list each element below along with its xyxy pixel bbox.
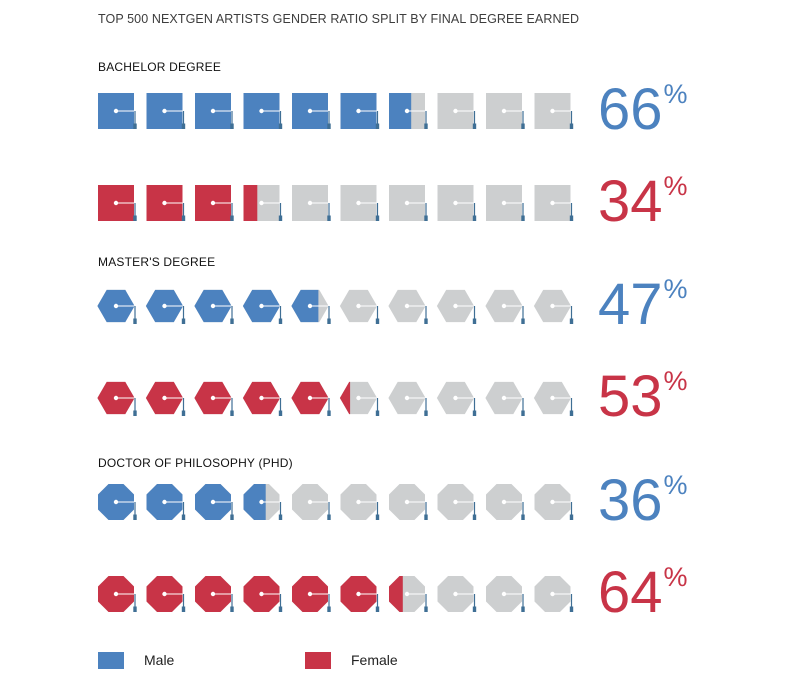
percent-label-1-male: 47% [598,272,688,337]
octagon-mortarboard-icon [243,484,283,520]
hexagon-mortarboard-icon [436,381,477,416]
square-mortarboard-icon [98,93,137,129]
percent-label-0-male: 66% [598,77,688,142]
hexagon-mortarboard-icon [533,381,574,416]
octagon-mortarboard-icon [292,576,331,612]
octagon-mortarboard-icon [437,576,477,612]
legend-swatch-female [305,651,331,669]
octagon-mortarboard-icon [486,484,525,520]
octagon-mortarboard-icon [534,484,574,520]
hexagon-mortarboard-icon [388,381,428,416]
icon-row-1-female [97,381,574,416]
icon-row-2-male [98,484,574,520]
icon-row-1-male [97,289,574,324]
octagon-mortarboard-icon [195,576,234,612]
group-label-bachelor: BACHELOR DEGREE [98,60,222,74]
legend-label-female: Female [351,652,398,668]
percent-label-1-female: 53% [598,364,688,429]
percent-label-2-female: 64% [598,560,688,625]
square-mortarboard-icon [292,185,331,221]
percent-label-0-female: 34% [598,169,688,234]
octagon-mortarboard-icon [98,484,137,520]
hexagon-mortarboard-icon [388,289,428,324]
square-mortarboard-icon [98,185,137,221]
hexagon-mortarboard-icon [242,289,283,324]
square-mortarboard-icon [195,185,234,221]
hexagon-mortarboard-icon [97,289,137,324]
octagon-mortarboard-icon [340,576,380,612]
icon-row-0-female [98,185,574,221]
legend-swatch-male [98,651,124,669]
octagon-mortarboard-icon [389,484,428,520]
square-mortarboard-icon [389,185,428,221]
legend-item-male: Male [98,651,174,669]
square-mortarboard-icon [146,185,186,221]
hexagon-mortarboard-icon [194,381,234,416]
octagon-mortarboard-icon [98,576,137,612]
square-mortarboard-icon [486,185,525,221]
hexagon-mortarboard-icon [242,381,283,416]
square-mortarboard-icon [534,93,574,129]
hexagon-mortarboard-icon [339,381,380,416]
chart-title: TOP 500 NEXTGEN ARTISTS GENDER RATIO SPL… [98,12,580,26]
octagon-mortarboard-icon [292,484,331,520]
icon-row-0-male [98,93,574,129]
square-mortarboard-icon [486,93,525,129]
octagon-mortarboard-icon [389,576,428,612]
hexagon-mortarboard-icon [485,289,525,324]
hexagon-mortarboard-icon [436,289,477,324]
hexagon-mortarboard-icon [485,381,525,416]
hexagon-mortarboard-icon [145,289,186,324]
group-label-masters: MASTER'S DEGREE [98,255,216,269]
hexagon-mortarboard-icon [339,289,380,324]
octagon-mortarboard-icon [146,576,186,612]
square-mortarboard-icon [146,93,186,129]
square-mortarboard-icon [340,93,380,129]
legend-item-female: Female [305,651,398,669]
octagon-mortarboard-icon [486,576,525,612]
hexagon-mortarboard-icon [145,381,186,416]
hexagon-mortarboard-icon [291,381,331,416]
square-mortarboard-icon [243,93,283,129]
icon-row-2-female [98,576,574,612]
square-mortarboard-icon [195,93,234,129]
square-mortarboard-icon [534,185,574,221]
group-label-phd: DOCTOR OF PHILOSOPHY (PHD) [98,456,293,470]
hexagon-mortarboard-icon [194,289,234,324]
legend-label-male: Male [144,652,175,668]
octagon-mortarboard-icon [437,484,477,520]
square-mortarboard-icon [243,185,283,221]
square-mortarboard-icon [340,185,380,221]
octagon-mortarboard-icon [195,484,234,520]
square-mortarboard-icon [292,93,331,129]
percent-label-2-male: 36% [598,468,688,533]
hexagon-mortarboard-icon [291,289,331,324]
square-mortarboard-icon [437,185,477,221]
octagon-mortarboard-icon [340,484,380,520]
octagon-mortarboard-icon [243,576,283,612]
square-mortarboard-icon [437,93,477,129]
hexagon-mortarboard-icon [97,381,137,416]
hexagon-mortarboard-icon [533,289,574,324]
square-mortarboard-icon [389,93,428,129]
octagon-mortarboard-icon [534,576,574,612]
octagon-mortarboard-icon [146,484,186,520]
